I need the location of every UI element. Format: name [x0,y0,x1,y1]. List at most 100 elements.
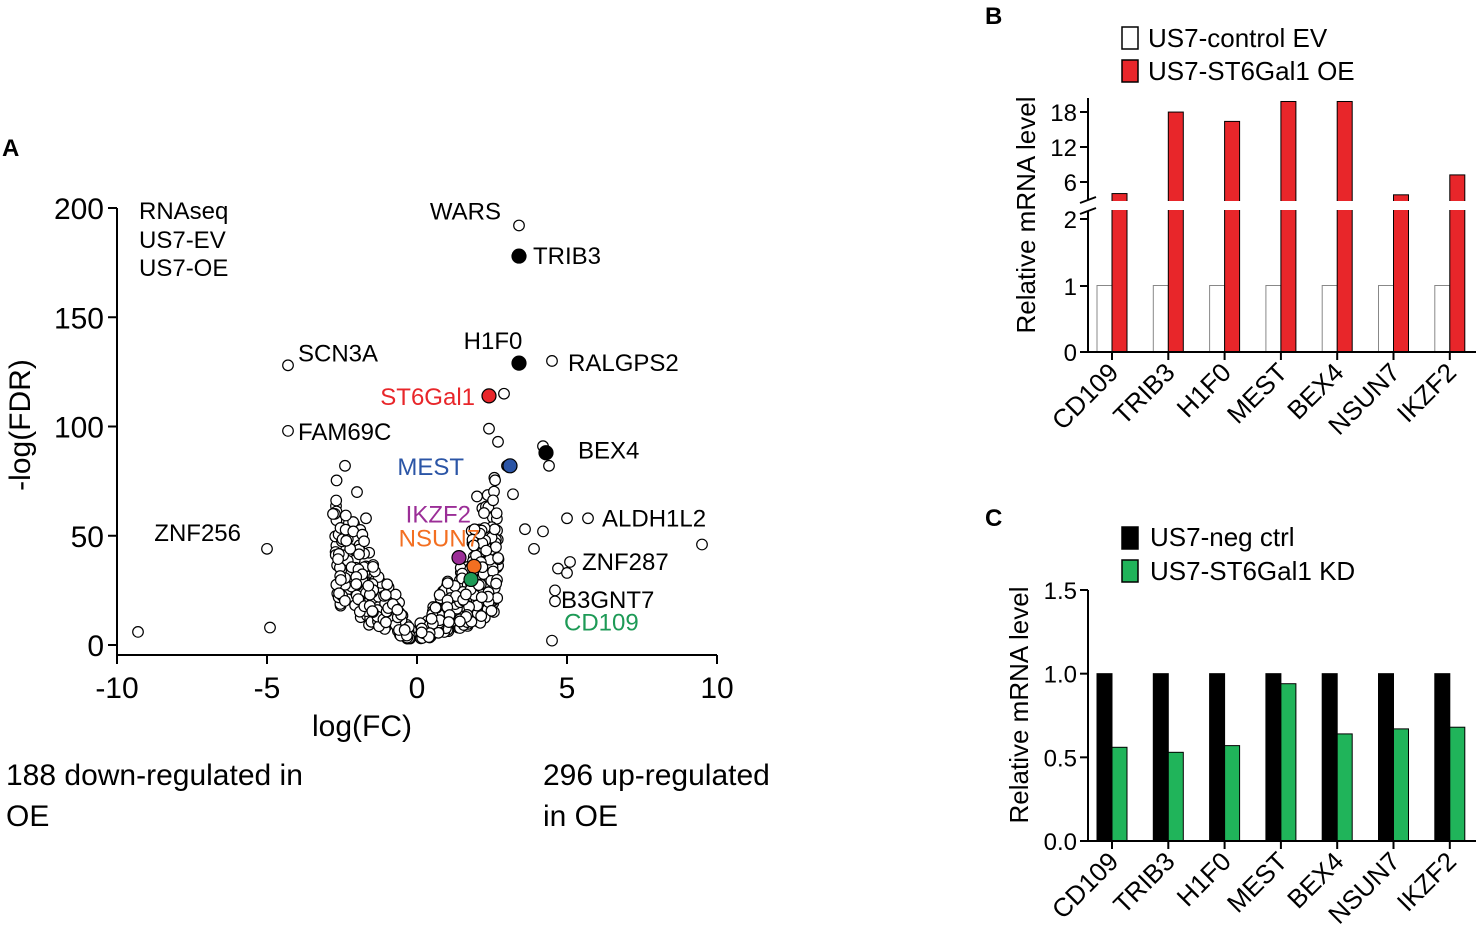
y-tick-label: 6 [1064,170,1077,197]
y-tick-label: 1.0 [1044,662,1077,689]
category-label: CD109 [1046,357,1124,435]
y-ticks: 0 50 100 150 200 [54,193,117,663]
volcano-point [507,488,519,501]
bar [1336,733,1353,842]
bar [1321,673,1338,842]
volcano-point [549,584,561,597]
gene-label: ZNF287 [582,549,669,576]
legend-label-control-ev: US7-control EV [1148,23,1328,53]
y-tick-label: 0 [1064,340,1077,367]
x-tick-label: 5 [559,672,576,705]
y-tick-label: 18 [1050,100,1077,127]
volcano-point [492,552,504,564]
bar [1336,100,1353,353]
volcano-point [528,542,540,555]
bar [1152,673,1169,842]
volcano-point [334,574,347,586]
volcano-point [498,387,510,400]
bar [1265,673,1282,842]
x-axis-label: log(FC) [312,710,412,743]
y-tick-label: 1 [1064,274,1077,301]
legend-swatch-st6gal1-kd [1121,559,1139,583]
volcano-point [485,604,498,617]
volcano-point [327,508,339,520]
up-regulated-note-line1: 296 up-regulated [543,759,770,792]
volcano-point [339,509,352,522]
volcano-highlight-point [564,556,576,568]
bar [1280,683,1297,842]
volcano-point [441,577,454,590]
y-tick-label: 0.0 [1044,829,1077,856]
volcano-point [367,560,379,573]
b-break-mark-bottom [1079,207,1097,215]
volcano-point [478,507,490,519]
volcano-point [358,535,370,548]
panel-label-a: A [2,135,19,162]
volcano-point [492,435,504,448]
volcano-highlight-point [538,445,554,461]
panel-label-b: B [985,3,1002,30]
volcano-point [264,621,276,634]
volcano-point [467,539,480,552]
bar [1224,745,1241,842]
bar-panel-b: B US7-control EV US7-ST6Gal1 OE 01261218… [985,3,1477,441]
gene-label: ST6Gal1 [380,384,475,411]
volcano-point [561,512,573,525]
volcano-point [379,589,392,601]
volcano-point [460,588,472,601]
bar [1111,746,1128,842]
c-y-ticks: 0.0 0.5 1.0 1.5 [1044,578,1088,856]
volcano-point [330,494,343,507]
gene-label: FAM69C [298,419,391,446]
bar [1096,285,1113,353]
volcano-highlight-point [463,571,479,588]
volcano-highlight-point [466,558,482,574]
gene-label: NSUN7 [399,525,480,552]
volcano-highlight-point [546,355,558,367]
volcano-highlight-point [451,549,467,566]
volcano-point [340,534,353,547]
volcano-highlight-point [511,355,527,371]
bar [1224,120,1241,353]
volcano-highlight-point [513,219,525,232]
volcano-point [366,605,379,618]
y-tick-label: 12 [1050,135,1077,162]
c-y-axis-label: Relative mRNA level [1004,587,1034,824]
bar [1167,111,1184,353]
volcano-point [353,548,365,561]
y-tick-label: 150 [54,302,104,335]
bar [1209,673,1226,842]
bar [1321,285,1338,353]
volcano-point [489,474,501,487]
volcano-highlight-point [582,512,594,525]
gene-label: RALGPS2 [568,350,679,377]
bar [1434,673,1451,842]
volcano-point [475,610,488,622]
volcano-point [543,459,555,472]
bar [1378,673,1394,842]
legend-label-st6gal1-kd: US7-ST6Gal1 KD [1150,556,1355,586]
volcano-point [468,523,481,536]
category-label: MEST [1221,357,1293,429]
volcano-point [429,601,442,614]
volcano-point [415,626,428,639]
volcano-point [453,615,466,628]
volcano-point [433,588,446,601]
gene-label: IKZF2 [406,502,471,529]
bar [1393,194,1409,353]
volcano-highlight-point [282,359,294,372]
volcano-point [696,538,708,551]
volcano-highlight-point [561,566,573,579]
volcano-point [546,634,558,647]
down-regulated-note-line1: 188 down-regulated in [6,759,303,792]
legend-line-1: RNAseq [139,198,228,225]
y-tick-label: 2 [1064,207,1077,234]
up-regulated-note-line2: in OE [543,800,618,833]
volcano-point [537,525,549,538]
volcano-point [380,616,392,629]
volcano-point [362,579,375,592]
bar-panel-c: C US7-neg ctrl US7-ST6Gal1 KD 0.0 0.5 1.0 1… [985,505,1476,930]
volcano-point [483,422,495,435]
legend-b: US7-control EV US7-ST6Gal1 OE [1121,23,1355,86]
legend-label-st6gal1-oe: US7-ST6Gal1 OE [1148,56,1355,86]
